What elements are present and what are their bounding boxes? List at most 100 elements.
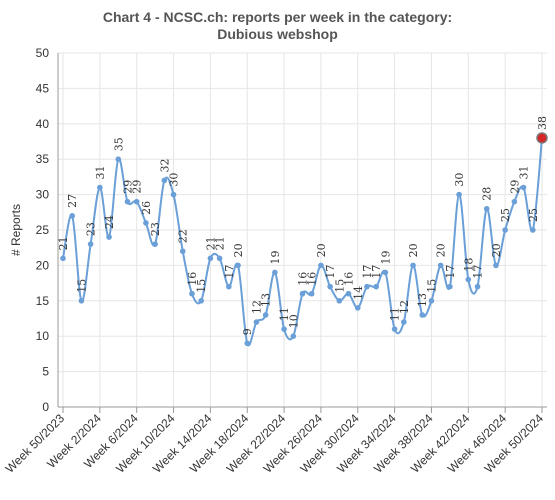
data-label: 23 (85, 222, 98, 236)
data-point (133, 198, 140, 205)
data-point (87, 241, 94, 247)
data-label: 15 (425, 279, 438, 293)
data-point (198, 298, 204, 304)
y-axis-label: # Reports (9, 204, 23, 256)
data-point (354, 305, 361, 311)
y-tick-label: 45 (36, 81, 50, 95)
data-label: 21 (57, 236, 70, 250)
data-point (474, 283, 481, 290)
data-label: 21 (214, 236, 227, 250)
data-point (161, 177, 168, 184)
data-point (97, 184, 103, 191)
y-tick-label: 35 (36, 152, 50, 166)
data-label: 13 (260, 293, 273, 307)
data-point (382, 269, 389, 276)
data-label: 28 (481, 187, 494, 201)
data-label: 20 (315, 243, 328, 257)
data-point (69, 213, 76, 219)
data-point (327, 283, 333, 290)
data-label: 24 (103, 215, 116, 229)
data-label: 35 (112, 137, 125, 151)
data-label: 30 (168, 173, 181, 187)
data-label: 20 (490, 243, 503, 257)
y-tick-label: 25 (36, 223, 50, 237)
data-point (78, 298, 85, 304)
data-label: 11 (278, 307, 291, 321)
data-label: 32 (158, 158, 171, 172)
data-point (401, 319, 407, 325)
data-point (170, 191, 177, 198)
y-tick-label: 50 (36, 46, 50, 60)
data-point (308, 290, 315, 297)
chart-title: Chart 4 - NCSC.ch: reports per week in t… (102, 9, 453, 25)
data-label: 9 (241, 328, 254, 335)
data-point (253, 319, 260, 325)
data-point (318, 262, 324, 269)
data-point (60, 255, 66, 262)
data-label: 17 (370, 265, 383, 279)
data-label: 38 (536, 116, 549, 130)
data-point-highlight (536, 132, 548, 144)
data-point (336, 298, 343, 304)
data-label: 10 (287, 314, 300, 328)
data-point (511, 198, 518, 205)
data-label: 17 (472, 265, 485, 279)
data-point (419, 312, 426, 318)
data-point (290, 333, 297, 340)
data-label: 11 (389, 307, 402, 321)
data-point (456, 191, 462, 198)
data-point (106, 234, 112, 240)
data-point (143, 220, 149, 226)
y-tick-label: 20 (36, 258, 50, 272)
data-label: 15 (75, 279, 88, 293)
data-label: 12 (250, 300, 263, 314)
data-point (391, 326, 398, 332)
data-point (262, 312, 269, 318)
data-point (244, 340, 251, 347)
y-tick-label: 15 (36, 294, 50, 308)
data-label: 23 (149, 222, 162, 236)
chart-subtitle: Dubious webshop (217, 26, 338, 42)
data-label: 20 (407, 243, 420, 257)
data-label: 19 (269, 250, 282, 264)
data-point (345, 290, 352, 297)
data-point (189, 290, 195, 297)
data-label: 29 (508, 180, 521, 194)
data-label: 20 (232, 243, 245, 257)
data-label: 15 (195, 279, 208, 293)
data-point (226, 283, 232, 290)
data-point (493, 262, 499, 269)
data-point (124, 198, 131, 205)
data-point (502, 227, 508, 233)
data-label: 14 (352, 286, 365, 300)
data-label: 16 (186, 272, 199, 286)
data-label: 30 (453, 173, 466, 187)
data-label: 19 (379, 250, 392, 264)
data-label: 17 (361, 265, 374, 279)
data-label: 31 (518, 166, 531, 180)
data-point (216, 255, 223, 262)
data-label: 21 (204, 236, 217, 250)
data-label: 25 (527, 208, 540, 222)
data-label: 17 (324, 265, 337, 279)
data-label: 17 (223, 265, 236, 279)
data-label: 16 (297, 272, 310, 286)
data-point (299, 290, 306, 297)
data-label: 20 (435, 243, 448, 257)
data-point (235, 262, 241, 269)
data-point (281, 326, 287, 332)
y-tick-label: 10 (36, 329, 50, 343)
data-point (115, 156, 122, 162)
data-point (529, 227, 536, 233)
data-point (179, 248, 186, 255)
data-label: 15 (333, 279, 346, 293)
data-label: 29 (121, 180, 134, 194)
data-point (447, 283, 453, 290)
y-tick-label: 5 (42, 365, 49, 379)
data-point (465, 276, 472, 283)
y-tick-label: 0 (42, 400, 49, 414)
data-label: 13 (416, 293, 429, 307)
data-label: 29 (131, 180, 144, 194)
data-label: 18 (462, 258, 475, 272)
